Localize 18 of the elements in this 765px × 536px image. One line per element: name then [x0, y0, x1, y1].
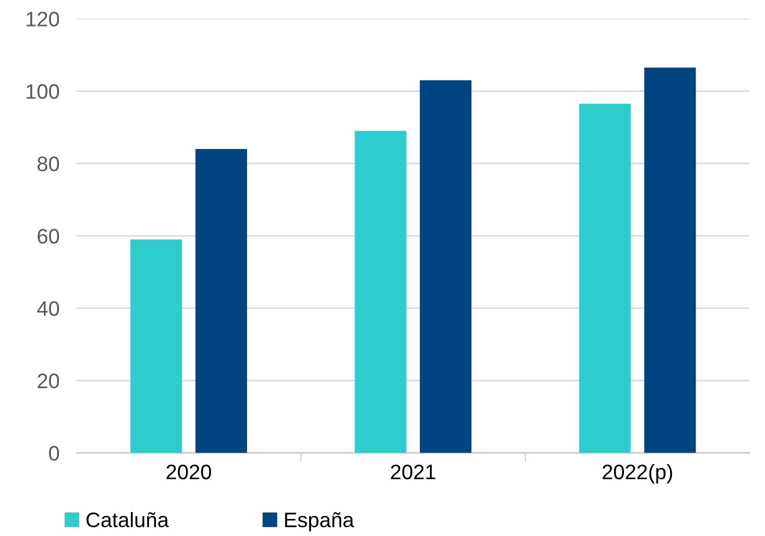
bar — [130, 239, 182, 453]
x-tick-label: 2021 — [390, 464, 436, 480]
y-tick-label: 100 — [26, 84, 60, 99]
y-tick-label: 120 — [26, 12, 60, 27]
y-tick-label: 0 — [49, 446, 60, 461]
bar — [195, 149, 248, 453]
bar — [420, 80, 472, 453]
y-tick-label: 40 — [37, 301, 60, 316]
x-tick-label: 2022(p) — [602, 464, 672, 484]
bar — [644, 68, 696, 453]
legend-label: Cataluña — [86, 512, 169, 528]
bar — [354, 130, 406, 453]
y-tick-label: 80 — [38, 156, 60, 172]
bar — [579, 104, 631, 453]
y-tick-label: 20 — [38, 374, 60, 388]
legend-label: España — [285, 512, 354, 532]
x-tick-label: 2020 — [166, 464, 212, 480]
y-tick-label: 60 — [38, 228, 60, 244]
